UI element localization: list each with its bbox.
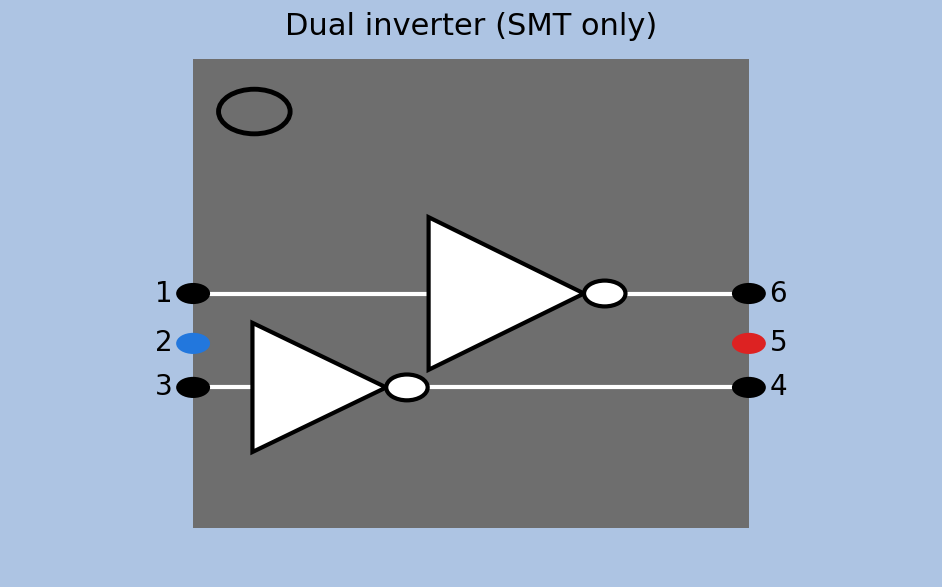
Circle shape [584, 281, 625, 306]
Text: 6: 6 [770, 279, 788, 308]
Circle shape [732, 283, 766, 304]
Circle shape [732, 333, 766, 354]
Bar [193, 59, 749, 528]
Polygon shape [429, 217, 584, 370]
Polygon shape [252, 323, 386, 452]
Text: 4: 4 [770, 373, 788, 402]
Circle shape [386, 375, 428, 400]
Text: 1: 1 [154, 279, 172, 308]
Text: 2: 2 [154, 329, 172, 357]
Text: Dual inverter (SMT only): Dual inverter (SMT only) [284, 12, 658, 41]
Circle shape [732, 377, 766, 398]
Text: 3: 3 [154, 373, 172, 402]
Text: 5: 5 [770, 329, 788, 357]
Circle shape [176, 283, 210, 304]
Circle shape [176, 333, 210, 354]
Circle shape [176, 377, 210, 398]
